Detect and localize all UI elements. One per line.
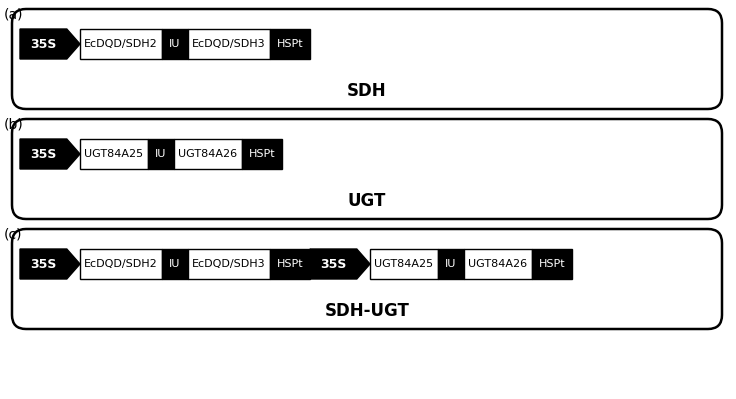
Text: EcDQD/SDH2: EcDQD/SDH2 [84,39,158,49]
Bar [270,29,310,59]
Bar [80,249,162,279]
Bar [270,249,310,279]
Text: (b): (b) [4,118,24,132]
Text: (c): (c) [4,228,23,242]
Text: UGT84A26: UGT84A26 [468,259,528,269]
Text: UGT84A25: UGT84A25 [85,149,144,159]
Text: 35S: 35S [30,38,57,51]
Text: HSPt: HSPt [249,149,275,159]
Text: SDH-UGT: SDH-UGT [325,302,409,320]
Polygon shape [20,29,80,59]
Text: UGT84A26: UGT84A26 [178,149,238,159]
Text: UGT: UGT [348,192,386,210]
Polygon shape [20,139,80,169]
Bar [80,29,162,59]
Text: 35S: 35S [320,257,347,271]
Bar [162,249,188,279]
Text: (a): (a) [4,8,24,22]
Bar [532,249,572,279]
Bar [438,249,464,279]
Text: IU: IU [169,259,180,269]
Bar [148,139,174,169]
Polygon shape [310,249,370,279]
Text: EcDQD/SDH2: EcDQD/SDH2 [84,259,158,269]
Bar [162,29,188,59]
Bar [174,139,242,169]
Text: IU: IU [445,259,456,269]
Bar [370,249,438,279]
Text: IU: IU [169,39,180,49]
Bar [242,139,282,169]
Text: IU: IU [155,149,166,159]
Text: EcDQD/SDH3: EcDQD/SDH3 [192,259,266,269]
Bar [188,29,270,59]
Text: EcDQD/SDH3: EcDQD/SDH3 [192,39,266,49]
Text: HSPt: HSPt [277,259,303,269]
Text: SDH: SDH [347,82,387,100]
Text: HSPt: HSPt [539,259,565,269]
Text: UGT84A25: UGT84A25 [375,259,434,269]
Text: 35S: 35S [30,148,57,160]
Text: 35S: 35S [30,257,57,271]
Bar [188,249,270,279]
Polygon shape [20,249,80,279]
Text: HSPt: HSPt [277,39,303,49]
Bar [464,249,532,279]
Bar [80,139,148,169]
